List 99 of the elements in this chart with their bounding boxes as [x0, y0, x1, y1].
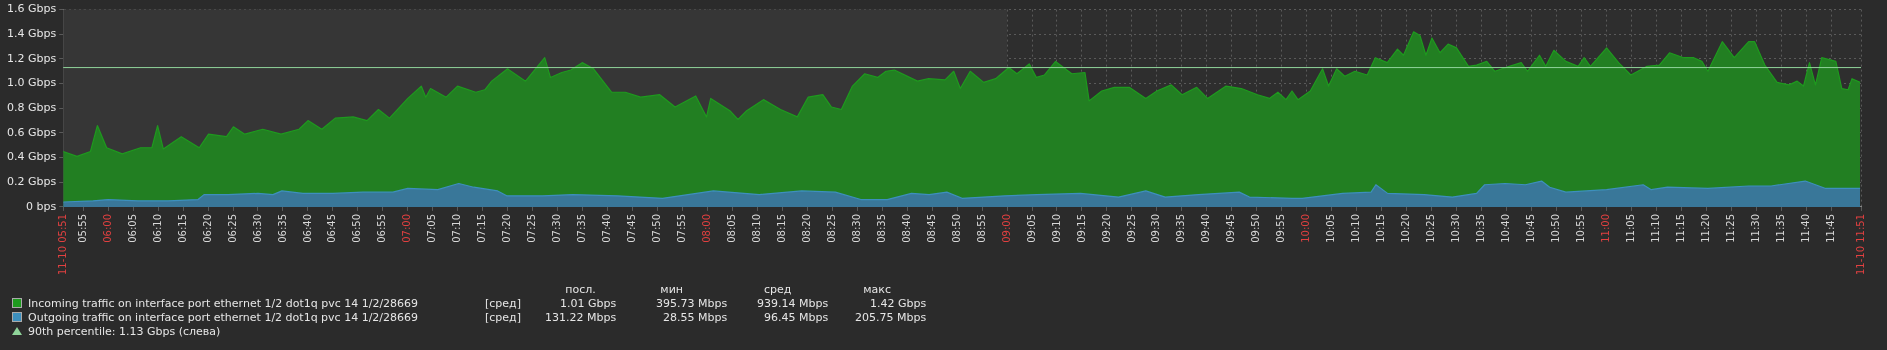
text: мин [659, 282, 684, 296]
x-tick-label: 06:45 [326, 213, 338, 243]
text: 395.73 Mbps [655, 296, 728, 310]
text: [сред] [485, 296, 522, 310]
x-tick-label: 10:30 [1450, 213, 1462, 243]
x-tick-label: 09:25 [1125, 213, 1137, 243]
x-tick-label: 11-10 11:51 [1854, 213, 1866, 276]
x-tick-label: 10:15 [1375, 213, 1387, 243]
x-tick-label: 07:20 [501, 213, 513, 243]
x-tick-label: 06:35 [276, 213, 288, 243]
x-tick-label: 07:30 [551, 213, 563, 243]
x-tick-label: 09:35 [1175, 213, 1187, 243]
x-tick-label: 09:30 [1150, 213, 1162, 243]
x-tick-label: 07:10 [451, 213, 463, 243]
text: 131.22 Mbps [545, 310, 617, 324]
x-tick-label: 08:05 [725, 213, 737, 243]
x-tick-label: 08:35 [875, 213, 887, 243]
x-tick-label: 08:25 [825, 213, 837, 243]
x-tick-label: 10:40 [1500, 213, 1512, 243]
x-tick-label: 06:10 [151, 213, 163, 243]
x-tick-label: 06:20 [201, 213, 213, 243]
x-tick-label: 08:40 [900, 213, 912, 243]
x-tick-label: 06:00 [101, 213, 113, 243]
x-tick-label: 11:15 [1674, 213, 1686, 243]
x-tick-label: 06:15 [176, 213, 188, 243]
x-tick-label: 11:10 [1649, 213, 1661, 243]
text: макс [862, 282, 893, 296]
x-tick-label: 11:05 [1624, 213, 1636, 243]
x-tick-label: 10:50 [1549, 213, 1561, 243]
x-tick-label: 07:55 [676, 213, 688, 243]
x-tick-label: 06:25 [226, 213, 238, 243]
x-tick-label: 10:55 [1574, 213, 1586, 243]
y-tick-label: 1.0 Gbps [6, 76, 57, 90]
x-tick-label: 10:25 [1425, 213, 1437, 243]
x-tick-label: 11:35 [1774, 213, 1786, 243]
x-tick-label: 08:30 [850, 213, 862, 243]
x-tick-label: 07:00 [401, 213, 413, 243]
x-tick-label: 11:30 [1749, 213, 1761, 243]
x-tick-label: 09:50 [1250, 213, 1262, 243]
x-tick-label: 10:45 [1525, 213, 1536, 243]
legend-label: Incoming traffic on interface port ethernet 1/2 dot1q pvc 14 1/2/28669 [27, 296, 420, 310]
x-tick-label: 09:10 [1050, 213, 1062, 243]
text: 1.42 Gbps [868, 296, 927, 310]
x-tick-label: 06:55 [376, 213, 388, 243]
x-tick-label: 10:00 [1300, 213, 1312, 243]
x-tick-label: 10:35 [1475, 213, 1487, 243]
x-tick-label: 08:55 [975, 213, 987, 243]
x-tick-label: 10:05 [1325, 213, 1337, 243]
x-tick-label: 08:00 [701, 213, 713, 243]
x-tick-label: 06:30 [251, 213, 263, 243]
x-tick-label: 07:45 [626, 213, 638, 243]
x-tick-label: 06:40 [301, 213, 313, 243]
y-tick-label: 0 bps [26, 199, 57, 213]
x-tick-label: 05:55 [76, 213, 88, 243]
text: 28.55 Mbps [662, 310, 728, 324]
x-tick-label: 11:45 [1824, 213, 1836, 243]
x-tick-label: 08:45 [925, 213, 937, 243]
x-tick-label: 10:20 [1400, 213, 1412, 243]
x-tick-label: 09:45 [1225, 213, 1237, 243]
x-tick-label: 06:50 [351, 213, 363, 243]
x-tick-label: 07:05 [426, 213, 438, 243]
x-tick-label: 09:55 [1275, 213, 1287, 243]
y-tick-label: 0.2 Gbps [6, 175, 57, 189]
text: 205.75 Mbps [854, 310, 927, 324]
legend-label: 90th percentile: 1.13 Gbps (слева) [27, 324, 222, 338]
x-tick-label: 08:15 [775, 213, 787, 243]
x-tick-label: 10:10 [1350, 213, 1362, 243]
x-tick-label: 07:40 [601, 213, 613, 243]
y-tick-label: 0.4 Gbps [6, 150, 57, 164]
y-tick-label: 0.8 Gbps [6, 101, 57, 115]
text: 939.14 Mbps [756, 296, 829, 310]
x-tick-label: 09:40 [1200, 213, 1212, 243]
x-tick-label: 08:20 [800, 213, 812, 243]
x-tick-label: 09:05 [1025, 213, 1037, 243]
y-tick-label: 1.6 Gbps [6, 2, 57, 16]
text: 1.01 Gbps [558, 296, 617, 310]
x-tick-label: 09:20 [1100, 213, 1112, 243]
y-tick-label: 0.6 Gbps [6, 125, 57, 139]
legend-label: Outgoing traffic on interface port ethernet 1/2 dot1q pvc 14 1/2/28669 [27, 310, 420, 324]
text: 96.45 Mbps [763, 310, 829, 324]
y-tick-label: 1.2 Gbps [6, 51, 57, 65]
text: [сред] [485, 310, 522, 324]
x-tick-label: 07:35 [576, 213, 588, 243]
x-tick-label: 08:50 [950, 213, 962, 243]
text: посл. [564, 282, 597, 296]
y-tick-label: 1.4 Gbps [6, 27, 57, 41]
x-tick-label: 11:00 [1599, 213, 1611, 243]
x-tick-label: 07:50 [651, 213, 663, 243]
text: сред [763, 282, 793, 296]
x-tick-label: 11:20 [1699, 213, 1711, 243]
x-tick-label: 11:25 [1724, 213, 1736, 243]
x-tick-label: 11:40 [1799, 213, 1811, 243]
x-tick-label: 11-10 05:51 [56, 213, 68, 276]
x-tick-label: 09:00 [1000, 213, 1012, 243]
x-tick-label: 06:05 [126, 213, 138, 243]
x-tick-label: 07:25 [526, 213, 538, 243]
x-tick-label: 08:10 [750, 213, 762, 243]
x-tick-label: 07:15 [476, 213, 488, 243]
x-tick-label: 09:15 [1075, 213, 1087, 243]
